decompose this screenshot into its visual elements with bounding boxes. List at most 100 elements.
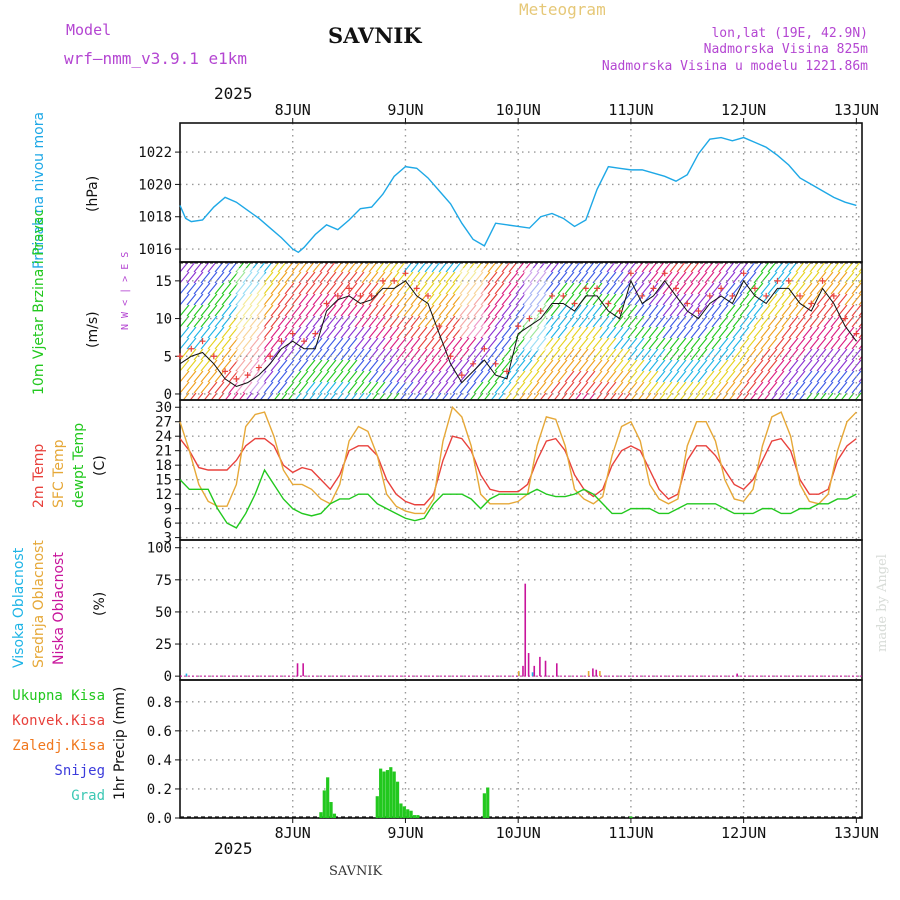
wind-barb <box>396 315 407 328</box>
wind-barb <box>683 304 694 317</box>
wind-barb <box>718 381 729 394</box>
wind-barb <box>634 315 645 328</box>
wind-barb <box>410 271 421 284</box>
wind-barb <box>266 392 274 400</box>
wind-barb <box>641 304 652 317</box>
wind-barb <box>210 392 218 400</box>
wind-barb <box>753 337 764 350</box>
wind-barb <box>662 337 673 350</box>
wind-barb <box>641 370 652 383</box>
wind-barb <box>739 326 750 339</box>
y-tick-label: 15 <box>155 274 172 290</box>
precip-bar <box>412 815 417 818</box>
wind-barb <box>781 359 792 372</box>
wind-barb <box>368 326 379 339</box>
wind-barb <box>858 377 862 383</box>
wind-barb <box>557 337 568 350</box>
wind-barb <box>438 271 449 284</box>
wind-barb <box>564 326 575 339</box>
wind-barb <box>347 315 358 328</box>
wind-barb <box>214 315 225 328</box>
wind-barb <box>221 282 232 295</box>
legend-snow: Snijeg <box>54 763 105 779</box>
wind-barb <box>354 348 365 361</box>
wind-barb <box>697 293 708 306</box>
panel-frame-2: 0 5 10 15 <box>155 261 863 403</box>
wind-barb <box>494 304 505 317</box>
wind-barb <box>431 359 442 372</box>
wind-barb <box>322 392 330 400</box>
wind-barb <box>308 392 316 400</box>
gust-marker <box>797 292 803 299</box>
wind-barb <box>760 282 771 295</box>
gust-marker <box>233 375 240 382</box>
wind-barb <box>445 282 456 295</box>
wind-barb <box>180 348 190 361</box>
temp-unit: (C) <box>92 455 108 476</box>
wind-barb <box>816 293 827 306</box>
wind-barb <box>221 293 232 306</box>
wind-barb <box>662 381 673 394</box>
wind-barb <box>291 262 301 273</box>
wind-barb <box>809 326 820 339</box>
wind-barb <box>557 326 568 339</box>
wind-barb <box>410 348 421 361</box>
wind-barb <box>788 315 799 328</box>
gust-marker <box>650 285 657 292</box>
gust-marker <box>447 353 454 360</box>
wind-barb <box>200 304 211 317</box>
gust-marker <box>436 323 443 330</box>
wind-barb <box>417 326 428 339</box>
wind-barb <box>756 392 764 400</box>
wind-barb <box>284 271 295 284</box>
wind-barb <box>851 381 862 394</box>
wind-barb <box>795 315 806 328</box>
wind-barb <box>529 348 540 361</box>
cloud-bar <box>517 671 520 677</box>
wind-barb <box>501 315 512 328</box>
wind-barb <box>662 370 673 383</box>
wind-barb <box>739 271 750 284</box>
wind-barb <box>207 359 218 372</box>
wind-barb <box>438 359 449 372</box>
wind-barb <box>746 381 757 394</box>
wind-barb <box>837 271 848 284</box>
wind-barb <box>648 381 659 394</box>
wind-barb <box>193 315 204 328</box>
wind-barb <box>340 326 351 339</box>
precip-panel: Ukupna Kisa Konvek.Kisa Zaledj.Kisa Snij… <box>12 687 128 804</box>
wind-barb <box>578 326 589 339</box>
wind-barb <box>809 381 820 394</box>
wind-barb <box>305 326 316 339</box>
wind-barb <box>690 271 701 284</box>
wind-barb <box>620 262 630 273</box>
wind-barb <box>777 392 785 400</box>
wind-barb <box>697 381 708 394</box>
wind-barb <box>823 326 834 339</box>
wind-barb <box>662 359 673 372</box>
wind-barb <box>417 282 428 295</box>
wind-barb <box>448 392 456 400</box>
wind-barb <box>795 381 806 394</box>
wind-barb <box>284 304 295 317</box>
wind-barb <box>574 392 582 400</box>
wind-barb <box>284 293 295 306</box>
wind-barb <box>697 326 708 339</box>
gust-marker <box>492 360 499 367</box>
wind-barb <box>560 392 568 400</box>
wind-barb <box>690 337 701 350</box>
wind-barb <box>725 262 735 273</box>
wind-barb <box>389 304 400 317</box>
wind-barb <box>851 348 862 361</box>
wind-barb <box>676 282 687 295</box>
wind-barb <box>410 304 421 317</box>
wind-barb <box>718 315 729 328</box>
wind-barb <box>200 381 211 394</box>
wind-barb <box>665 392 673 400</box>
precip-bar <box>322 790 326 818</box>
wind-barb <box>634 337 645 350</box>
wind-barb <box>214 359 225 372</box>
wind-barb <box>270 271 281 284</box>
wind-barb <box>641 326 652 339</box>
wind-barb <box>375 348 386 361</box>
